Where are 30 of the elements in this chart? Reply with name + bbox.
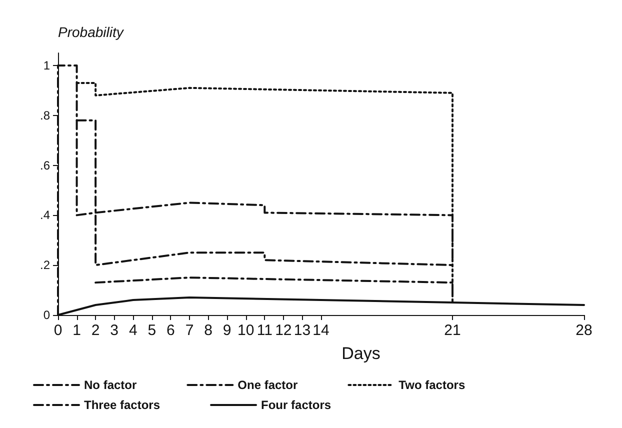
x-tick-label: 5 <box>148 322 156 339</box>
x-tick-label: 13 <box>294 322 311 339</box>
x-tick-label: 0 <box>54 322 62 339</box>
y-axis-title: Probability <box>58 24 124 40</box>
y-tick-label: .4 <box>40 208 50 222</box>
x-tick-label: 4 <box>128 322 138 339</box>
x-tick-label: 11 <box>256 322 272 339</box>
x-tick-label: 14 <box>312 322 330 339</box>
y-tick-label: .6 <box>40 158 50 172</box>
legend-label: One factor <box>238 378 298 392</box>
x-tick-label: 3 <box>110 322 119 339</box>
x-tick-label: 8 <box>204 322 212 339</box>
x-tick-label: 2 <box>91 322 100 339</box>
legend-label: Three factors <box>84 398 160 412</box>
legend-label: Two factors <box>398 378 466 392</box>
y-tick-label: .8 <box>40 108 50 122</box>
x-tick-label: 12 <box>275 322 292 339</box>
x-tick-label: 21 <box>444 322 461 339</box>
x-tick-label: 6 <box>166 322 175 339</box>
y-tick-label: 0 <box>43 308 50 322</box>
y-tick-label: 1 <box>43 58 50 72</box>
legend-label: No factor <box>84 378 137 392</box>
x-axis-title: Days <box>342 344 380 363</box>
x-tick-label: 1 <box>72 322 81 339</box>
y-tick-label: .2 <box>40 258 50 272</box>
x-tick-label: 28 <box>576 322 592 339</box>
x-tick-label: 10 <box>238 322 254 339</box>
x-tick-label: 7 <box>185 322 194 339</box>
x-tick-label: 9 <box>222 322 232 339</box>
legend-label: Four factors <box>261 398 332 412</box>
